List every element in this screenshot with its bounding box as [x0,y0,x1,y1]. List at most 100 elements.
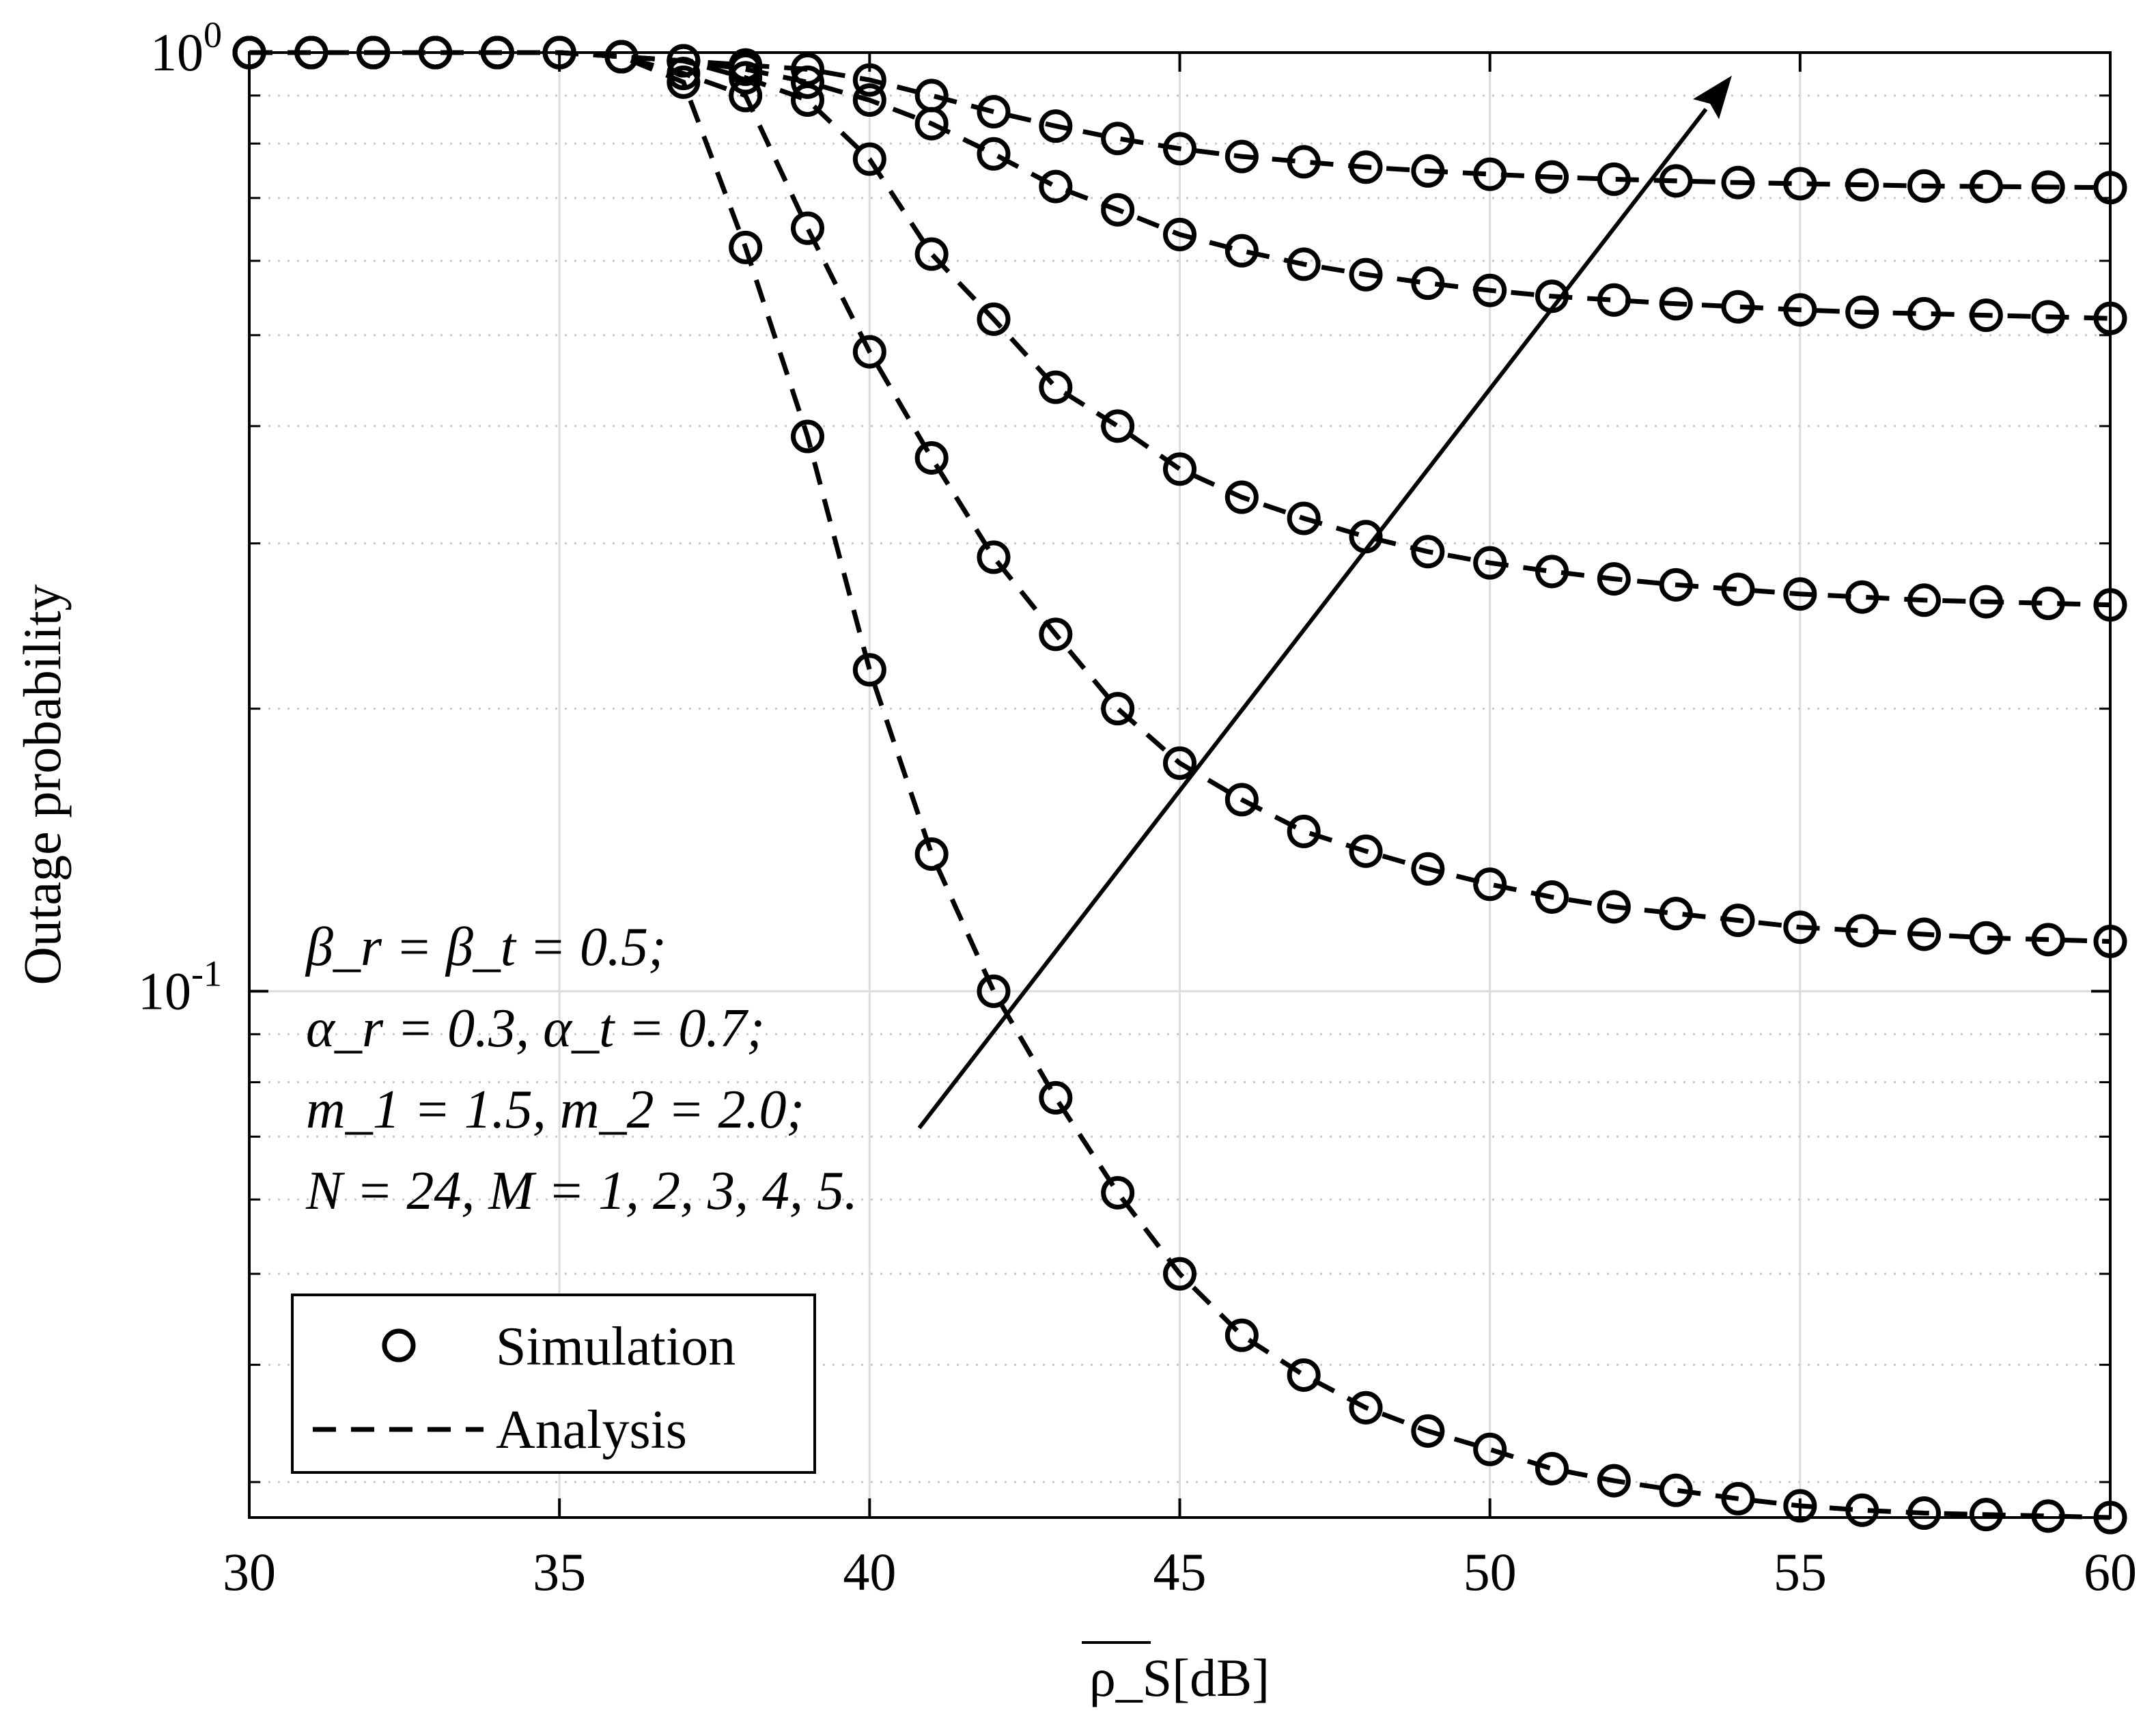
simulation-point [1783,910,1817,945]
simulation-point [2031,1499,2065,1533]
simulation-point [1287,1358,1321,1392]
simulation-point [1287,145,1321,179]
simulation-point [977,302,1011,336]
simulation-point [1535,160,1569,194]
x-tick-label: 30 [223,1542,276,1602]
simulation-point [2031,923,2065,957]
simulation-point [1845,168,1879,202]
legend-box [291,1294,816,1474]
simulation-point [1969,298,2003,333]
simulation-point [1473,1432,1507,1466]
simulation-point [1969,921,2003,955]
simulation-point [791,65,824,99]
annotation-line-1: β_r = β_t = 0.5; [305,917,667,977]
simulation-point [1411,852,1445,886]
simulation-point [1349,257,1383,292]
simulation-point [1659,897,1693,931]
simulation-point [1597,1464,1631,1498]
simulation-point [2031,586,2065,620]
x-tick-label: 55 [1774,1542,1827,1602]
simulation-point [1039,169,1073,204]
y-tick-exponent: 0 [204,14,222,55]
simulation-point [1039,109,1073,143]
simulation-point [1659,1473,1693,1507]
simulation-point [1659,164,1693,198]
x-tick-label: 50 [1464,1542,1517,1602]
simulation-point [1845,580,1879,614]
simulation-point [1659,568,1693,602]
simulation-point [791,211,824,245]
simulation-point [914,79,949,113]
simulation-point [1969,1498,2003,1532]
simulation-point [852,142,886,176]
simulation-point [1907,296,1941,331]
x-tick-labels: 30 35 40 45 50 55 60 [223,1542,2137,1602]
simulation-point [1287,247,1321,281]
y-tick-label: 100 [150,14,222,82]
simulation-point [604,40,639,74]
y-tick-label: 10-1 [138,953,222,1020]
x-tick-label: 60 [2084,1542,2137,1602]
annotation-line-2: α_r = 0.3, α_t = 0.7; [306,998,765,1059]
x-tick-label: 45 [1153,1542,1207,1602]
simulation-point [1597,162,1631,196]
simulation-point [1907,583,1941,617]
y-tick-base: 10 [138,961,191,1020]
simulation-point [1721,904,1755,938]
simulation-point [1101,692,1135,726]
simulation-point [1224,1318,1259,1352]
simulation-point [1101,193,1135,227]
simulation-point [914,837,949,871]
simulation-point [729,48,763,82]
simulation-point [1039,1080,1073,1115]
simulation-point [852,83,886,117]
simulation-point [852,653,886,687]
simulation-point [1101,409,1135,443]
x-axis-title: ρ_S[dB] [1089,1648,1270,1707]
simulation-point [1597,890,1631,924]
simulation-point [852,63,886,97]
simulation-point [1721,1481,1755,1515]
simulation-point [1845,914,1879,948]
simulation-point [1845,1493,1879,1527]
simulation-point [1224,783,1259,817]
simulation-point [1783,167,1817,201]
simulation-point [1224,480,1259,514]
simulation-point [667,65,701,99]
simulation-point [977,540,1011,574]
simulation-point [1224,139,1259,173]
simulation-point [1039,370,1073,404]
simulation-point [1783,293,1817,327]
simulation-point [1907,1496,1941,1531]
simulation-point [1535,1451,1569,1485]
simulation-point [729,230,763,264]
legend: Simulation Analysis [291,1294,816,1474]
simulation-point [1535,555,1569,589]
y-tick-base: 10 [150,23,204,82]
simulation-point [1721,165,1755,199]
simulation-point [1349,834,1383,868]
simulation-point [1659,287,1693,321]
simulation-point [1039,617,1073,652]
simulation-point [1163,746,1196,780]
parameter-annotations: β_r = β_t = 0.5; α_r = 0.3, α_t = 0.7; m… [305,917,858,1221]
simulation-point [1783,577,1817,611]
simulation-point [977,95,1011,129]
legend-simulation-label: Simulation [496,1317,736,1377]
simulation-point [1411,535,1445,569]
simulation-point [1907,917,1941,951]
simulation-point [1287,501,1321,535]
simulation-point [914,441,949,475]
simulation-point [1473,546,1507,580]
simulation-point [977,974,1011,1008]
simulation-point [1101,122,1135,156]
simulation-point [977,137,1011,171]
trend-arrow-group [917,75,1732,1130]
simulation-point [1473,157,1507,191]
simulation-point [1535,880,1569,914]
simulation-point [1101,1175,1135,1210]
simulation-point [1163,217,1196,251]
simulation-point [1845,295,1879,329]
